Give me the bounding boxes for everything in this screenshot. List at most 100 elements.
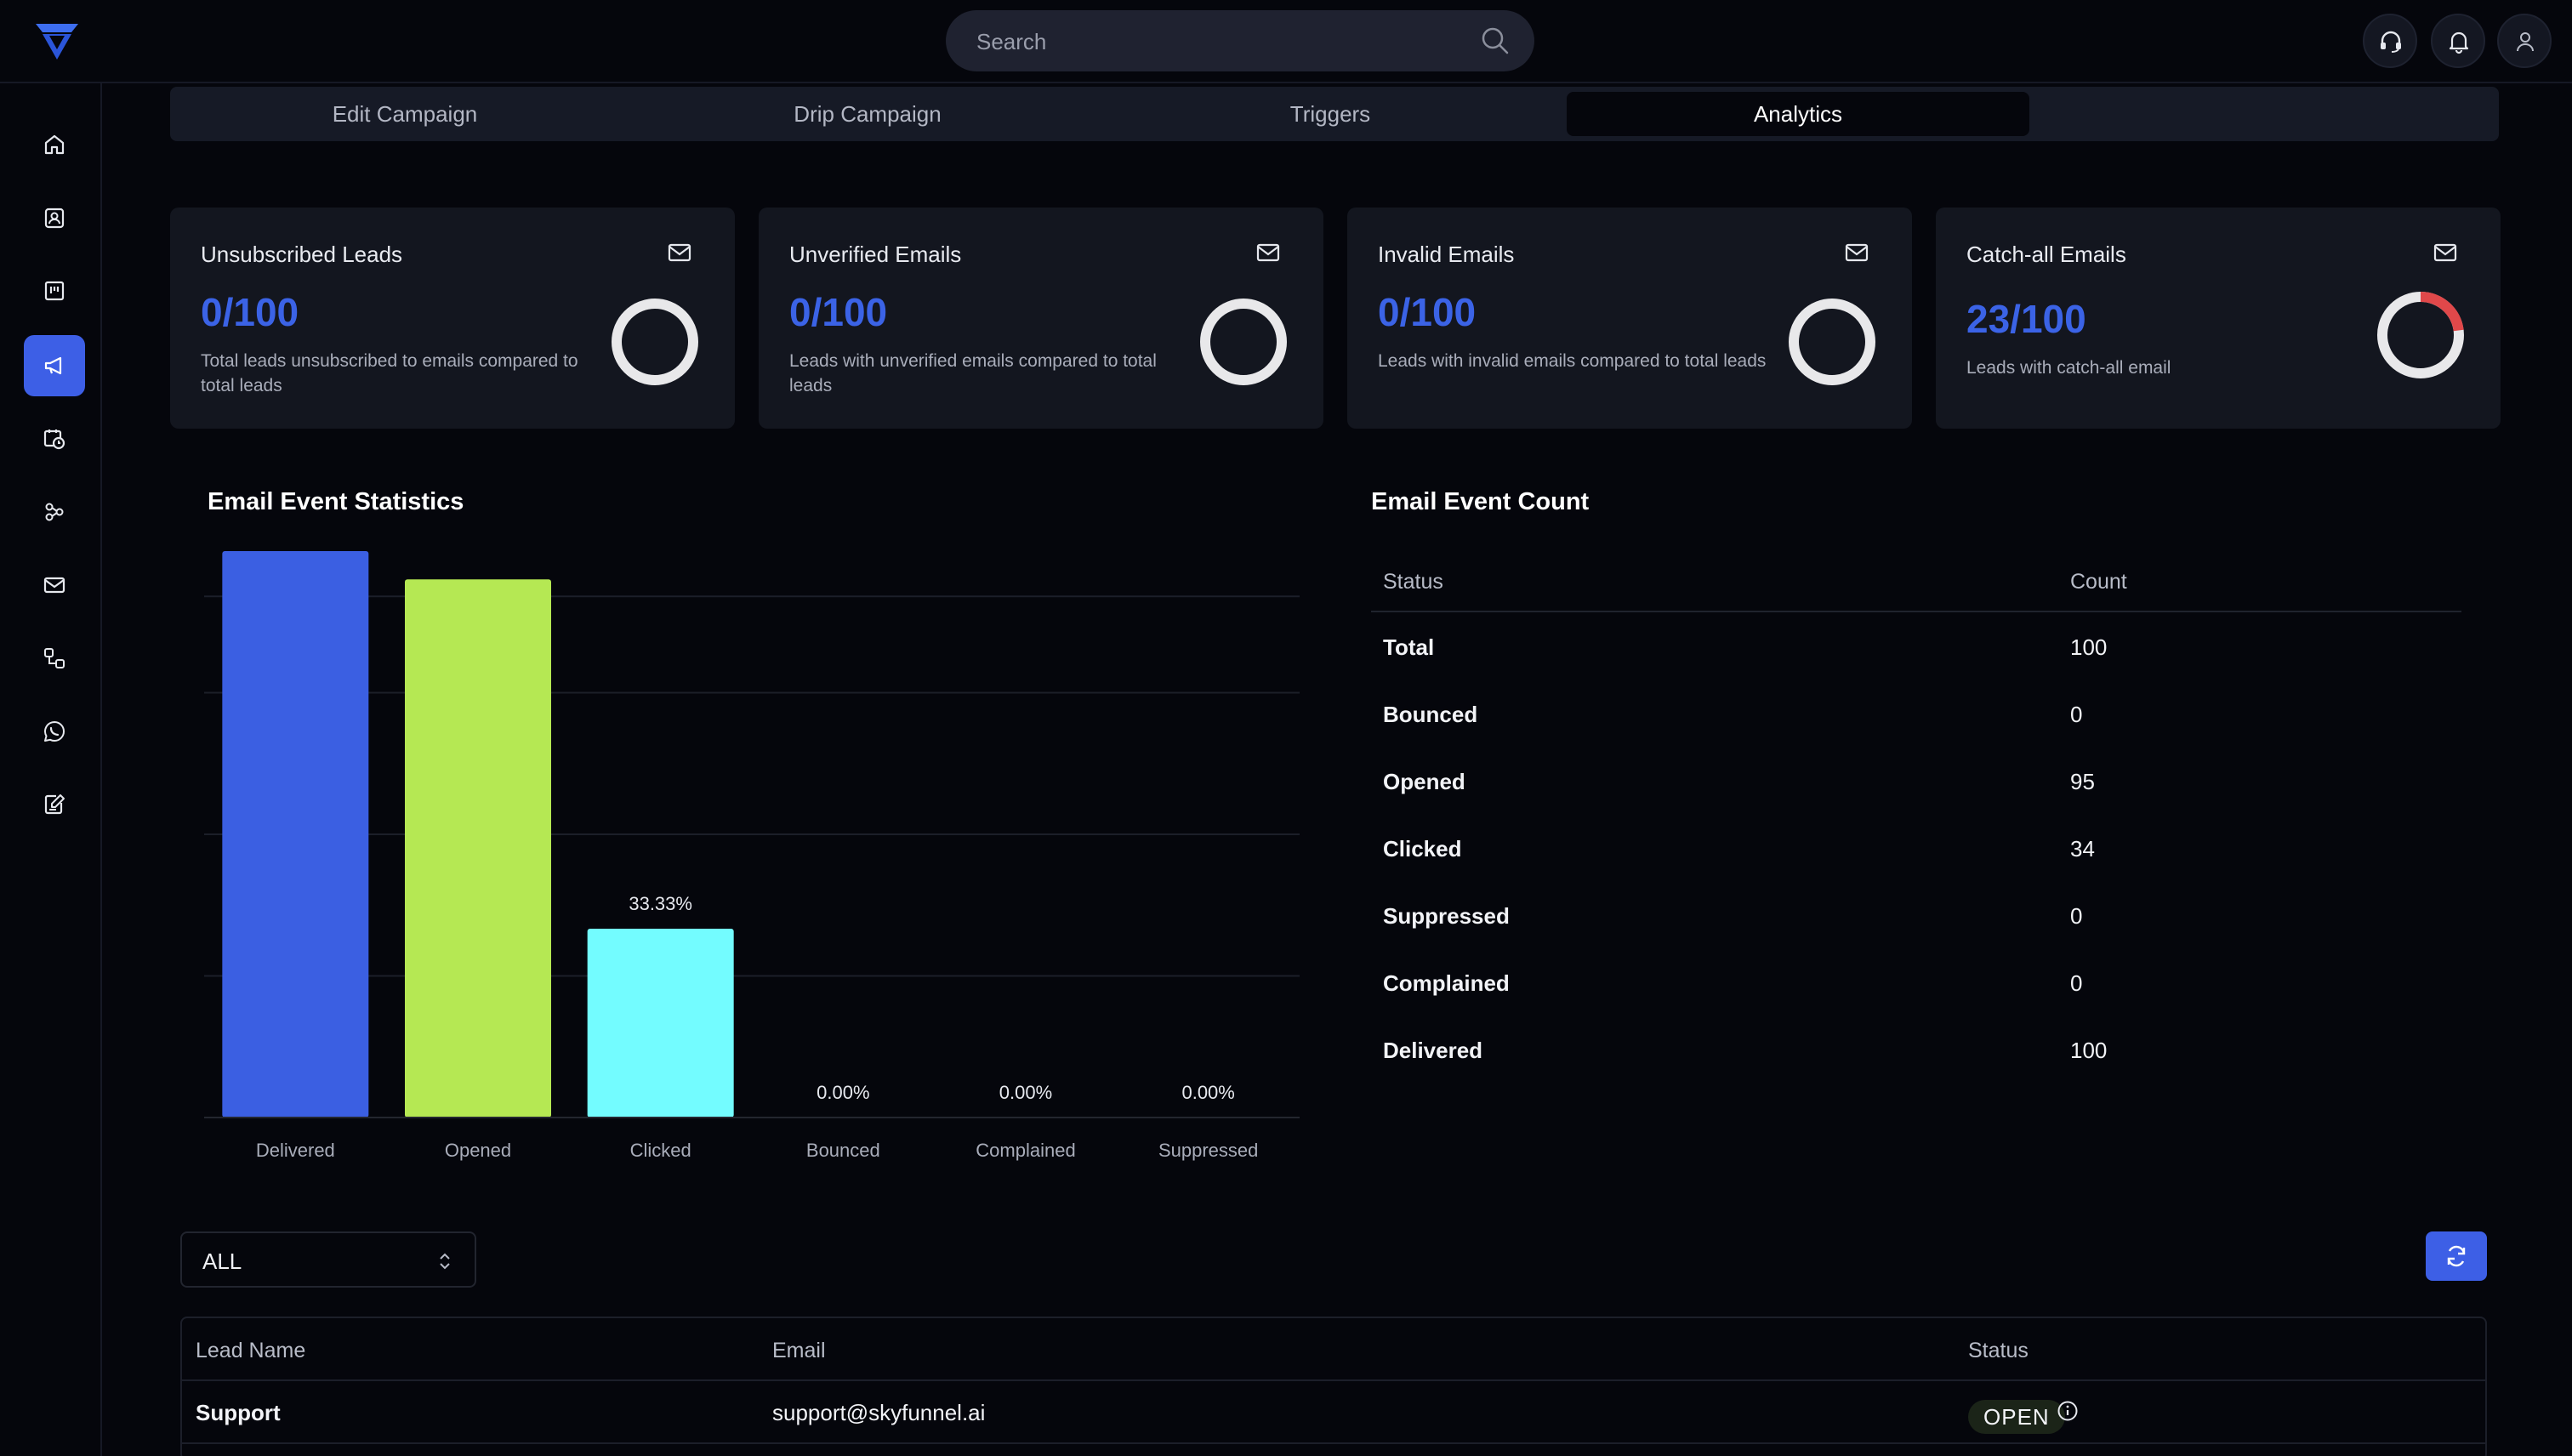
campaign-tabs: Edit Campaign Drip Campaign Triggers Ana… <box>170 87 2499 141</box>
table-row: Delivered 100 <box>1371 1015 2461 1083</box>
donut-track <box>612 299 698 385</box>
table-row: Clicked 34 <box>1371 814 2461 881</box>
table-row: Opened 95 <box>1371 747 2461 814</box>
sidebar-item-email[interactable] <box>24 555 85 616</box>
stat-card-unsubscribed: Unsubscribed Leads 0/100 Total leads uns… <box>170 208 735 429</box>
bar-opened[interactable] <box>405 579 551 1118</box>
header-status: Status <box>1968 1339 2029 1362</box>
calendar-clock-icon <box>43 429 65 450</box>
tick-label: Delivered <box>256 1140 335 1161</box>
card-description: Leads with invalid emails compared to to… <box>1378 351 1767 371</box>
status-filter-select[interactable]: ALL <box>180 1231 476 1288</box>
tick-label: Suppressed <box>1158 1140 1258 1161</box>
sidebar-item-workflows[interactable] <box>24 481 85 543</box>
search-bar[interactable]: Search <box>946 10 1534 71</box>
row-status: Clicked <box>1383 836 1462 862</box>
card-value: 0/100 <box>1378 290 1477 334</box>
tick-label: Complained <box>976 1140 1075 1161</box>
stat-card-catch-all: Catch-all Emails 23/100 Leads with catch… <box>1936 208 2501 429</box>
header-status: Status <box>1383 570 1443 594</box>
data-label: 0.00% <box>817 1082 869 1103</box>
lead-name: Support <box>196 1400 281 1425</box>
logo-icon[interactable] <box>34 22 80 61</box>
stat-card-unverified: Unverified Emails 0/100 Leads with unver… <box>759 208 1323 429</box>
header-email: Email <box>772 1339 826 1362</box>
support-button[interactable] <box>2363 14 2417 68</box>
contact-card-icon <box>44 208 65 229</box>
notifications-button[interactable] <box>2431 14 2485 68</box>
row-count: 0 <box>2070 970 2083 996</box>
donut-track <box>1789 299 1875 385</box>
tab-triggers[interactable]: Triggers <box>1289 101 1371 127</box>
bar-delivered[interactable] <box>222 551 369 1118</box>
card-title: Catch-all Emails <box>1966 242 2126 267</box>
sidebar-item-integrations[interactable] <box>24 628 85 689</box>
home-icon <box>44 134 65 155</box>
bell-icon <box>2449 31 2469 54</box>
event-count-title: Email Event Count <box>1371 488 1590 515</box>
mail-icon <box>2433 243 2457 262</box>
card-value: 0/100 <box>201 290 299 334</box>
card-value: 23/100 <box>1966 297 2086 341</box>
table-row: Suppressed 0 <box>1371 881 2461 948</box>
row-status: Delivered <box>1383 1038 1483 1063</box>
tab-edit-campaign[interactable]: Edit Campaign <box>332 101 478 127</box>
card-title: Invalid Emails <box>1378 242 1515 267</box>
tick-label: Bounced <box>806 1140 880 1161</box>
table-row[interactable] <box>182 1446 2485 1456</box>
header-count: Count <box>2070 570 2127 594</box>
card-title: Unsubscribed Leads <box>201 242 403 267</box>
donut-track <box>1200 299 1287 385</box>
card-description: Leads with catch-all email <box>1966 358 2171 378</box>
board-icon <box>44 281 65 301</box>
headset-icon <box>2381 31 2401 53</box>
search-icon[interactable] <box>1480 26 1511 56</box>
row-status: Suppressed <box>1383 903 1510 929</box>
sidebar-item-home[interactable] <box>24 114 85 175</box>
table-row: Complained 0 <box>1371 948 2461 1015</box>
refresh-button[interactable] <box>2426 1231 2487 1281</box>
table-row: Bounced 0 <box>1371 680 2461 747</box>
donut-chart <box>1200 299 1287 385</box>
row-count: 0 <box>2070 702 2083 727</box>
info-icon[interactable] <box>2057 1400 2079 1422</box>
tick-label: Opened <box>445 1140 511 1161</box>
table-header: Status Count <box>1371 558 2461 612</box>
sidebar-item-contacts[interactable] <box>24 187 85 248</box>
search-input[interactable]: Search <box>976 29 1047 54</box>
row-status: Bounced <box>1383 702 1478 727</box>
donut-chart <box>612 299 698 385</box>
sidebar-item-schedule[interactable] <box>24 408 85 469</box>
stat-card-invalid: Invalid Emails 0/100 Leads with invalid … <box>1347 208 1912 429</box>
bar-clicked[interactable] <box>587 929 734 1118</box>
row-count: 95 <box>2070 769 2095 794</box>
flow-icon <box>44 648 65 668</box>
email-event-bar-chart: Delivered Opened 33.33% Clicked 0.00% Bounced… <box>204 551 1300 1161</box>
filter-value: ALL <box>202 1248 242 1274</box>
mail-icon <box>1256 243 1280 262</box>
chevron-up-down-icon <box>440 1253 450 1270</box>
sidebar-item-whatsapp[interactable] <box>24 701 85 762</box>
sidebar-item-campaigns[interactable] <box>24 335 85 396</box>
sidebar-item-notes[interactable] <box>24 774 85 835</box>
card-title: Unverified Emails <box>789 242 962 267</box>
card-value: 0/100 <box>789 290 888 334</box>
workflow-icon <box>45 503 64 521</box>
tab-drip-campaign[interactable]: Drip Campaign <box>794 101 942 127</box>
whatsapp-icon <box>44 721 65 742</box>
mail-icon <box>668 243 691 262</box>
row-count: 34 <box>2070 836 2095 862</box>
row-count: 100 <box>2070 634 2108 660</box>
row-count: 0 <box>2070 903 2083 929</box>
refresh-icon <box>2447 1245 2466 1267</box>
sidebar <box>0 83 102 1456</box>
row-status: Complained <box>1383 970 1510 996</box>
profile-button[interactable] <box>2497 14 2552 68</box>
tab-analytics[interactable]: Analytics <box>1567 92 2029 136</box>
leads-table: Lead Name Email Status Support support@s… <box>180 1317 2487 1456</box>
table-row[interactable]: Support support@skyfunnel.ai OPEN <box>182 1381 2485 1444</box>
tick-label: Clicked <box>630 1140 691 1161</box>
row-count: 100 <box>2070 1038 2108 1063</box>
mail-icon <box>1845 243 1869 262</box>
sidebar-item-board[interactable] <box>24 260 85 321</box>
